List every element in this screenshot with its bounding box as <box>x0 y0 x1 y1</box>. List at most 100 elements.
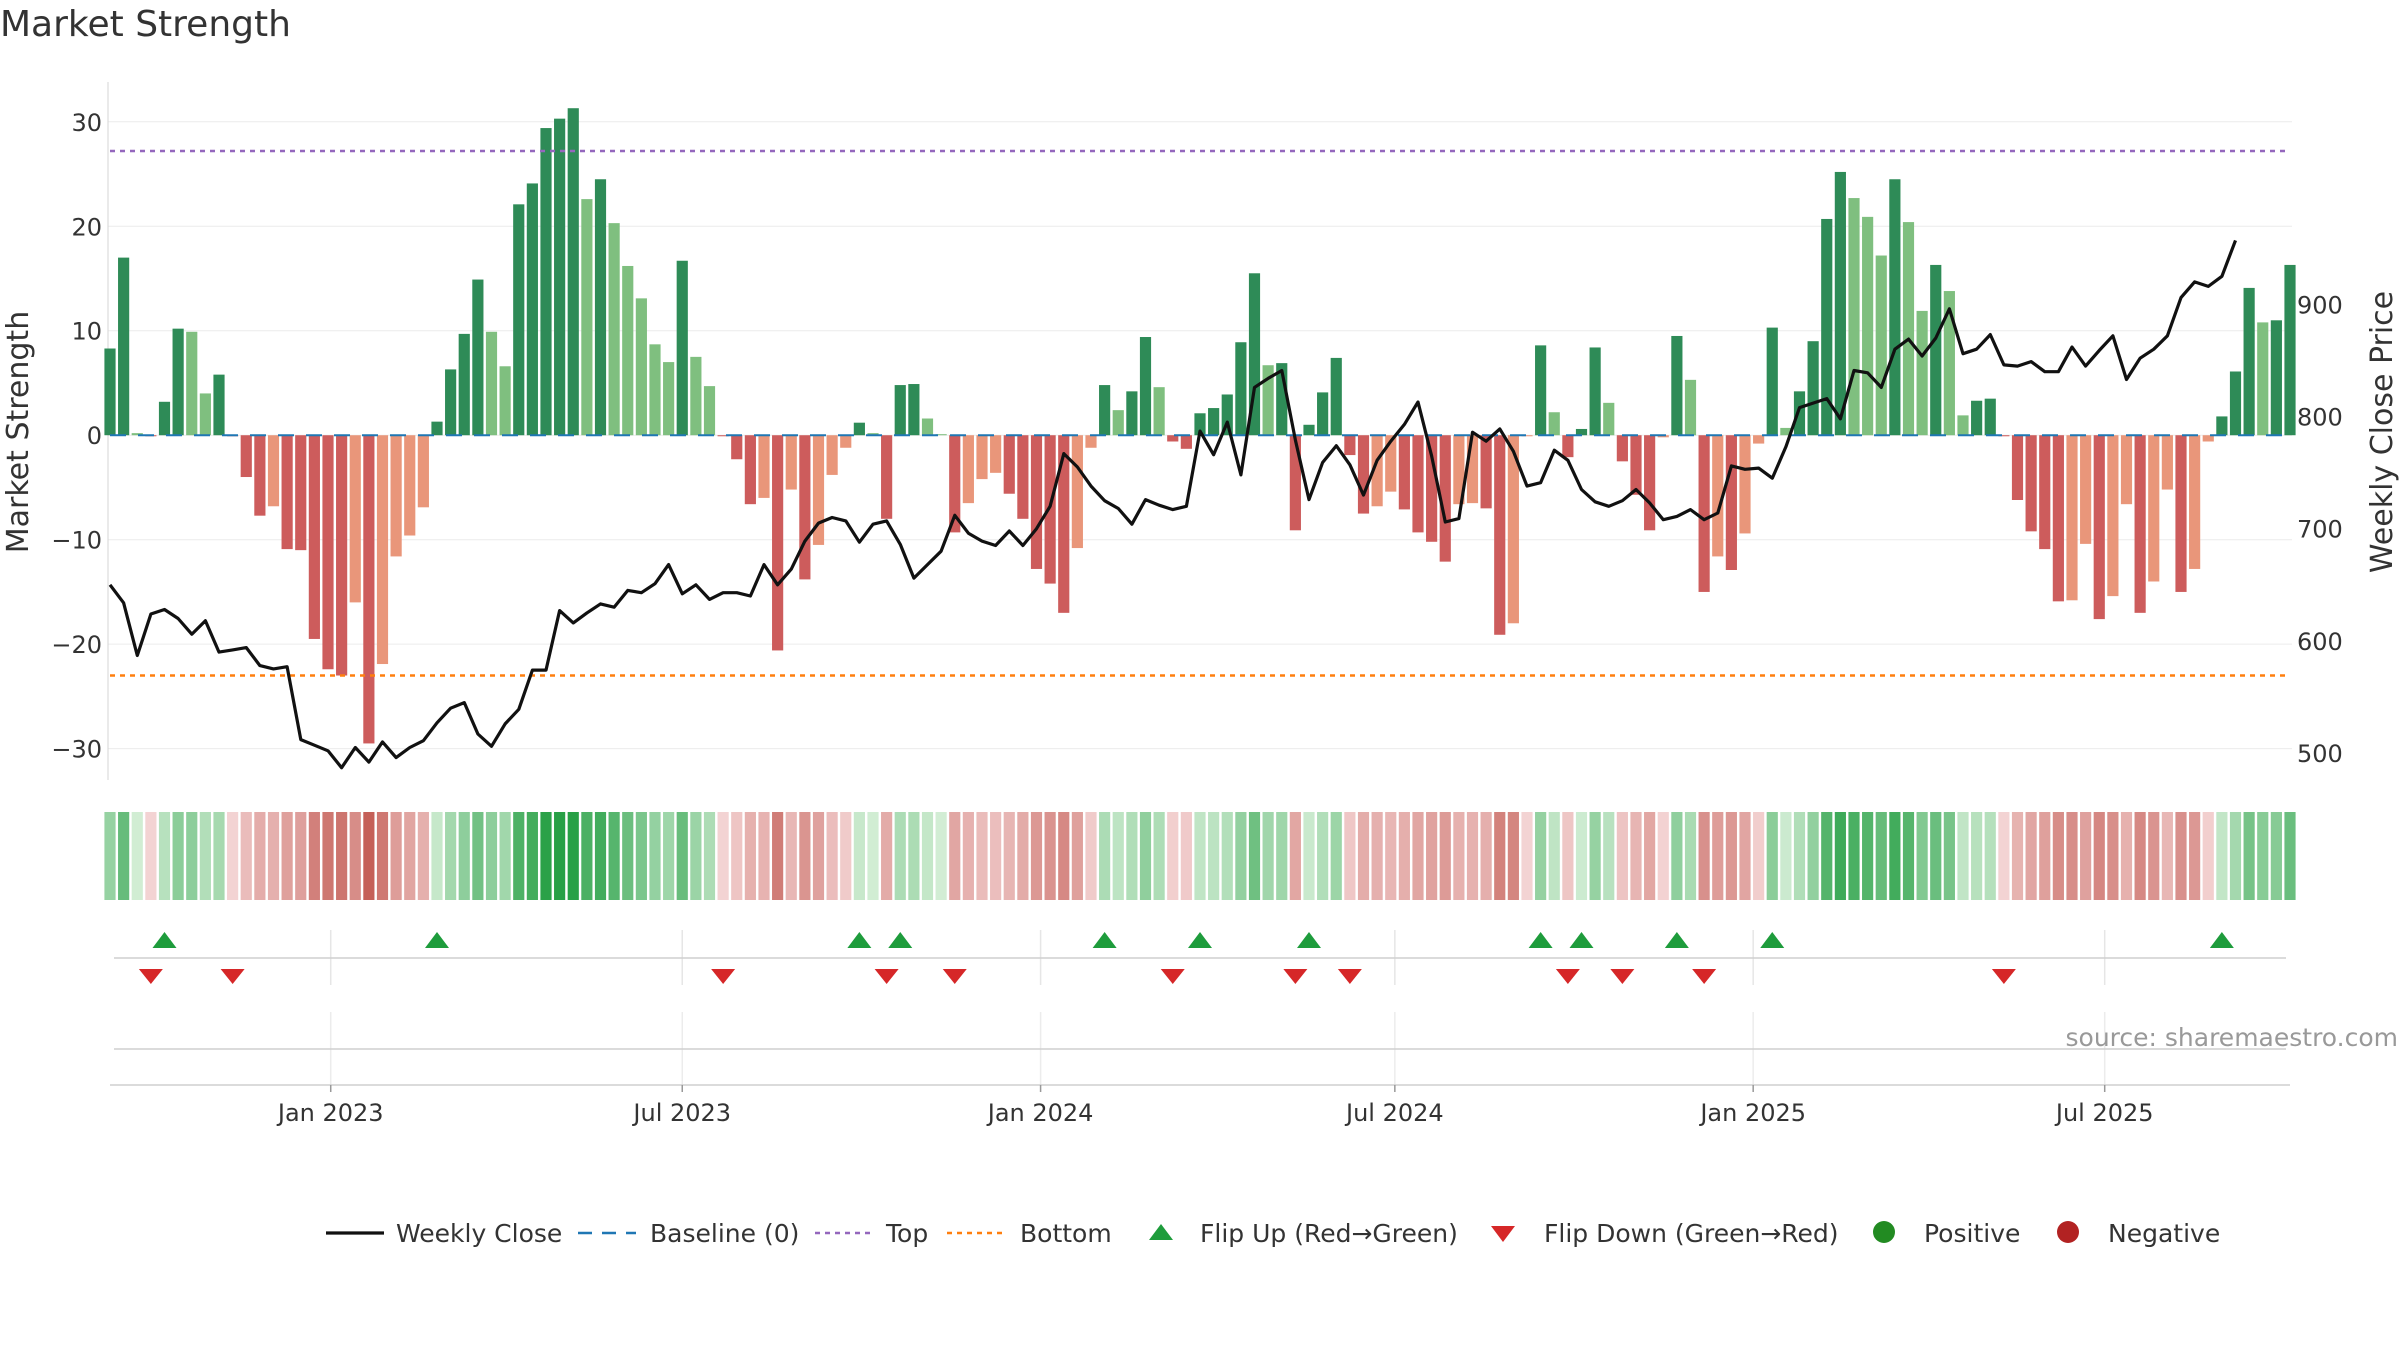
heat-strip-cell <box>2120 812 2133 900</box>
heat-strip-cell <box>976 812 988 900</box>
heat-strip-cell <box>1848 812 1860 900</box>
heat-strip-cell <box>267 812 280 900</box>
heat-strip-cell <box>336 812 348 900</box>
strength-bar <box>581 199 593 436</box>
strength-bar <box>1466 435 1479 504</box>
strength-bar <box>1480 435 1492 509</box>
strength-bar <box>1603 402 1615 436</box>
heat-strip-cell <box>717 812 729 900</box>
heat-strip-cell <box>1793 812 1806 900</box>
strength-bar <box>1412 435 1424 533</box>
y-tick-label: 0 <box>87 422 102 450</box>
heat-strip-cell <box>1317 812 1329 900</box>
heat-strip-cell <box>962 812 974 900</box>
heat-strip-cell <box>1167 812 1179 900</box>
heat-strip-cell <box>472 812 484 900</box>
strength-bar <box>812 435 825 545</box>
heat-strip-cell <box>1058 812 1070 900</box>
strength-bar <box>1998 435 2010 437</box>
heat-strip-cell <box>1139 812 1152 900</box>
strength-bar <box>2216 416 2228 436</box>
strength-bar <box>1194 413 1206 436</box>
strength-bar <box>1085 435 1097 448</box>
heat-strip-cell <box>1603 812 1615 900</box>
heat-strip-cell <box>731 812 743 900</box>
heat-strip-cell <box>1289 812 1301 900</box>
heat-strip-cell <box>1480 812 1492 900</box>
strength-bar <box>1507 435 1519 624</box>
strength-bar <box>1058 435 1070 613</box>
flip-up-marker <box>425 932 449 948</box>
y2-axis-title: Weekly Close Price <box>2365 291 2400 573</box>
strength-bar <box>594 179 607 436</box>
strength-bar <box>676 260 688 436</box>
strength-bar <box>118 257 130 436</box>
legend-flip-down-icon <box>1491 1226 1515 1242</box>
strength-bar <box>2270 320 2282 436</box>
flip-down-marker <box>1991 969 2016 984</box>
heat-strip-cell <box>812 812 825 900</box>
heat-strip-cell <box>894 812 906 900</box>
flip-down-marker <box>1283 969 1308 984</box>
flip-up-marker <box>888 932 913 948</box>
heat-strip-cell <box>1494 812 1506 900</box>
y2-tick-label: 700 <box>2297 516 2343 544</box>
strength-bar <box>1957 415 1969 436</box>
strength-bar <box>1753 435 1765 444</box>
heat-strip-cell <box>622 812 634 900</box>
strength-bar <box>2243 287 2255 436</box>
strength-bar <box>758 435 770 498</box>
heat-strip-cell <box>744 812 756 900</box>
heat-strip-cell <box>240 812 252 900</box>
heat-strip-cell <box>1780 812 1792 900</box>
strength-bar <box>1712 435 1724 557</box>
strength-bar <box>1984 398 1996 436</box>
strength-bar <box>1630 435 1642 495</box>
strength-bar <box>853 422 865 436</box>
heat-strip-cell <box>2243 812 2255 900</box>
heat-strip-cell <box>1807 812 1819 900</box>
strength-bar <box>690 356 702 436</box>
flip-down-marker <box>942 969 967 984</box>
strength-bar <box>2134 435 2146 613</box>
strength-bar <box>431 421 443 436</box>
strength-bar <box>526 183 538 436</box>
heat-strip-cell <box>1453 812 1465 900</box>
heat-strip-cell <box>826 812 838 900</box>
strength-bar <box>1671 335 1683 436</box>
strength-bar <box>2202 435 2214 442</box>
y-tick-label: 30 <box>71 109 102 137</box>
strength-bar <box>336 435 348 676</box>
strength-bar <box>445 369 457 436</box>
heat-strip-cell <box>2052 812 2064 900</box>
legend-negative-label: Negative <box>2108 1219 2220 1248</box>
heat-strip-cell <box>1248 812 1261 900</box>
heat-strip-cell <box>404 812 416 900</box>
strength-bar <box>349 435 361 603</box>
heat-strip-cell <box>2080 812 2092 900</box>
heat-strip-cell <box>1562 812 1574 900</box>
strength-bar <box>172 328 184 436</box>
heat-strip-cell <box>1875 812 1887 900</box>
heat-strip-cell <box>1971 812 1983 900</box>
heat-strip-cell <box>1521 812 1533 900</box>
heat-strip-cell <box>431 812 443 900</box>
flip-down-marker <box>1337 969 1362 984</box>
strength-bar <box>363 435 375 744</box>
heat-strip-cell <box>2039 812 2051 900</box>
strength-bar <box>1426 435 1438 542</box>
strength-bar <box>1344 435 1356 456</box>
heat-strip-cell <box>1235 812 1247 900</box>
flip-up-marker <box>847 932 872 948</box>
heat-strip-cell <box>2229 812 2242 900</box>
heat-strip-cell <box>322 812 334 900</box>
strength-bar <box>186 331 198 436</box>
heat-strip-cell <box>213 812 225 900</box>
heat-strip-cell <box>1344 812 1356 900</box>
strength-bar <box>158 401 171 436</box>
strength-bar <box>540 128 552 436</box>
strength-bar <box>1644 435 1656 531</box>
heat-strip-cell <box>1684 812 1697 900</box>
heat-strip-cell <box>158 812 171 900</box>
